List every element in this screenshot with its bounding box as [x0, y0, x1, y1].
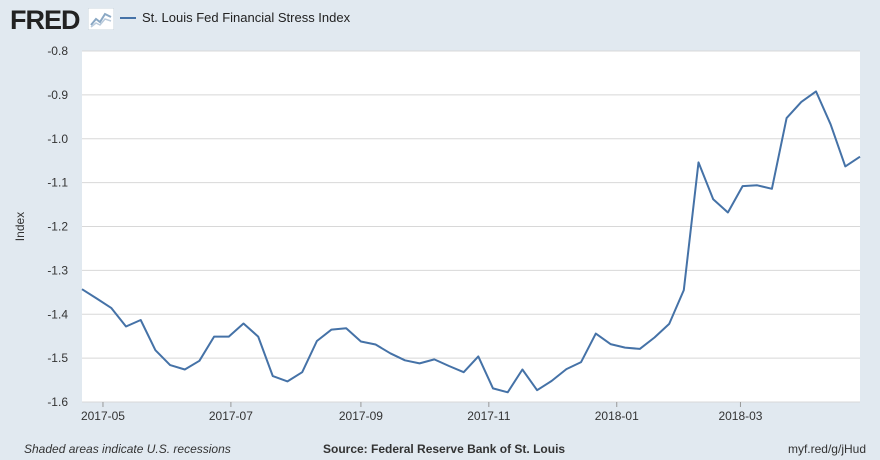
- y-tick-label: -1.5: [47, 351, 68, 365]
- fred-logo[interactable]: FRED: [10, 5, 80, 35]
- x-tick-label: 2017-11: [467, 409, 510, 423]
- y-tick-label: -1.4: [47, 307, 68, 321]
- y-tick-label: -0.8: [47, 44, 68, 58]
- chart-header: FRED St. Louis Fed Financial Stress Inde…: [0, 0, 880, 40]
- short-link[interactable]: myf.red/g/jHud: [787, 442, 866, 456]
- series-line[interactable]: [81, 90, 861, 394]
- x-tick-label: 2018-03: [718, 409, 762, 423]
- y-tick-label: -1.0: [47, 132, 68, 146]
- y-tick-label: -1.3: [47, 263, 68, 277]
- legend-swatch: [120, 16, 136, 19]
- line-chart[interactable]: -1.6 -1.5 -1.4 -1.3 -1.2 -1.1 -1.0 -0.9 -0.8 201…: [0, 40, 880, 438]
- x-tick-label: 2017-07: [209, 409, 253, 423]
- x-axis-ticks: 2017-05 2017-07 2017-09 2017-11 2018-01 2018-…: [81, 402, 763, 423]
- y-axis-ticks: -1.6 -1.5 -1.4 -1.3 -1.2 -1.1 -1.0 -0.9 -0.8: [47, 44, 68, 409]
- y-tick-label: -1.2: [47, 220, 68, 234]
- source-text: Source: Federal Reserve Bank of St. Loui…: [323, 442, 566, 456]
- x-tick-label: 2017-05: [81, 409, 125, 423]
- legend-label: St. Louis Fed Financial Stress Index: [142, 10, 351, 25]
- grid-lines: [82, 50, 860, 403]
- chart-footer: Shaded areas indicate U.S. recessions So…: [0, 438, 880, 460]
- recession-note: Shaded areas indicate U.S. recessions: [24, 442, 231, 456]
- x-tick-label: 2017-09: [339, 409, 383, 423]
- y-tick-label: -1.6: [47, 395, 68, 409]
- fred-graph-icon: [88, 8, 114, 30]
- y-tick-label: -1.1: [47, 176, 68, 190]
- y-tick-label: -0.9: [47, 88, 68, 102]
- y-axis-label: Index: [13, 212, 27, 241]
- chart-legend[interactable]: St. Louis Fed Financial Stress Index: [120, 10, 350, 25]
- x-tick-label: 2018-01: [595, 409, 639, 423]
